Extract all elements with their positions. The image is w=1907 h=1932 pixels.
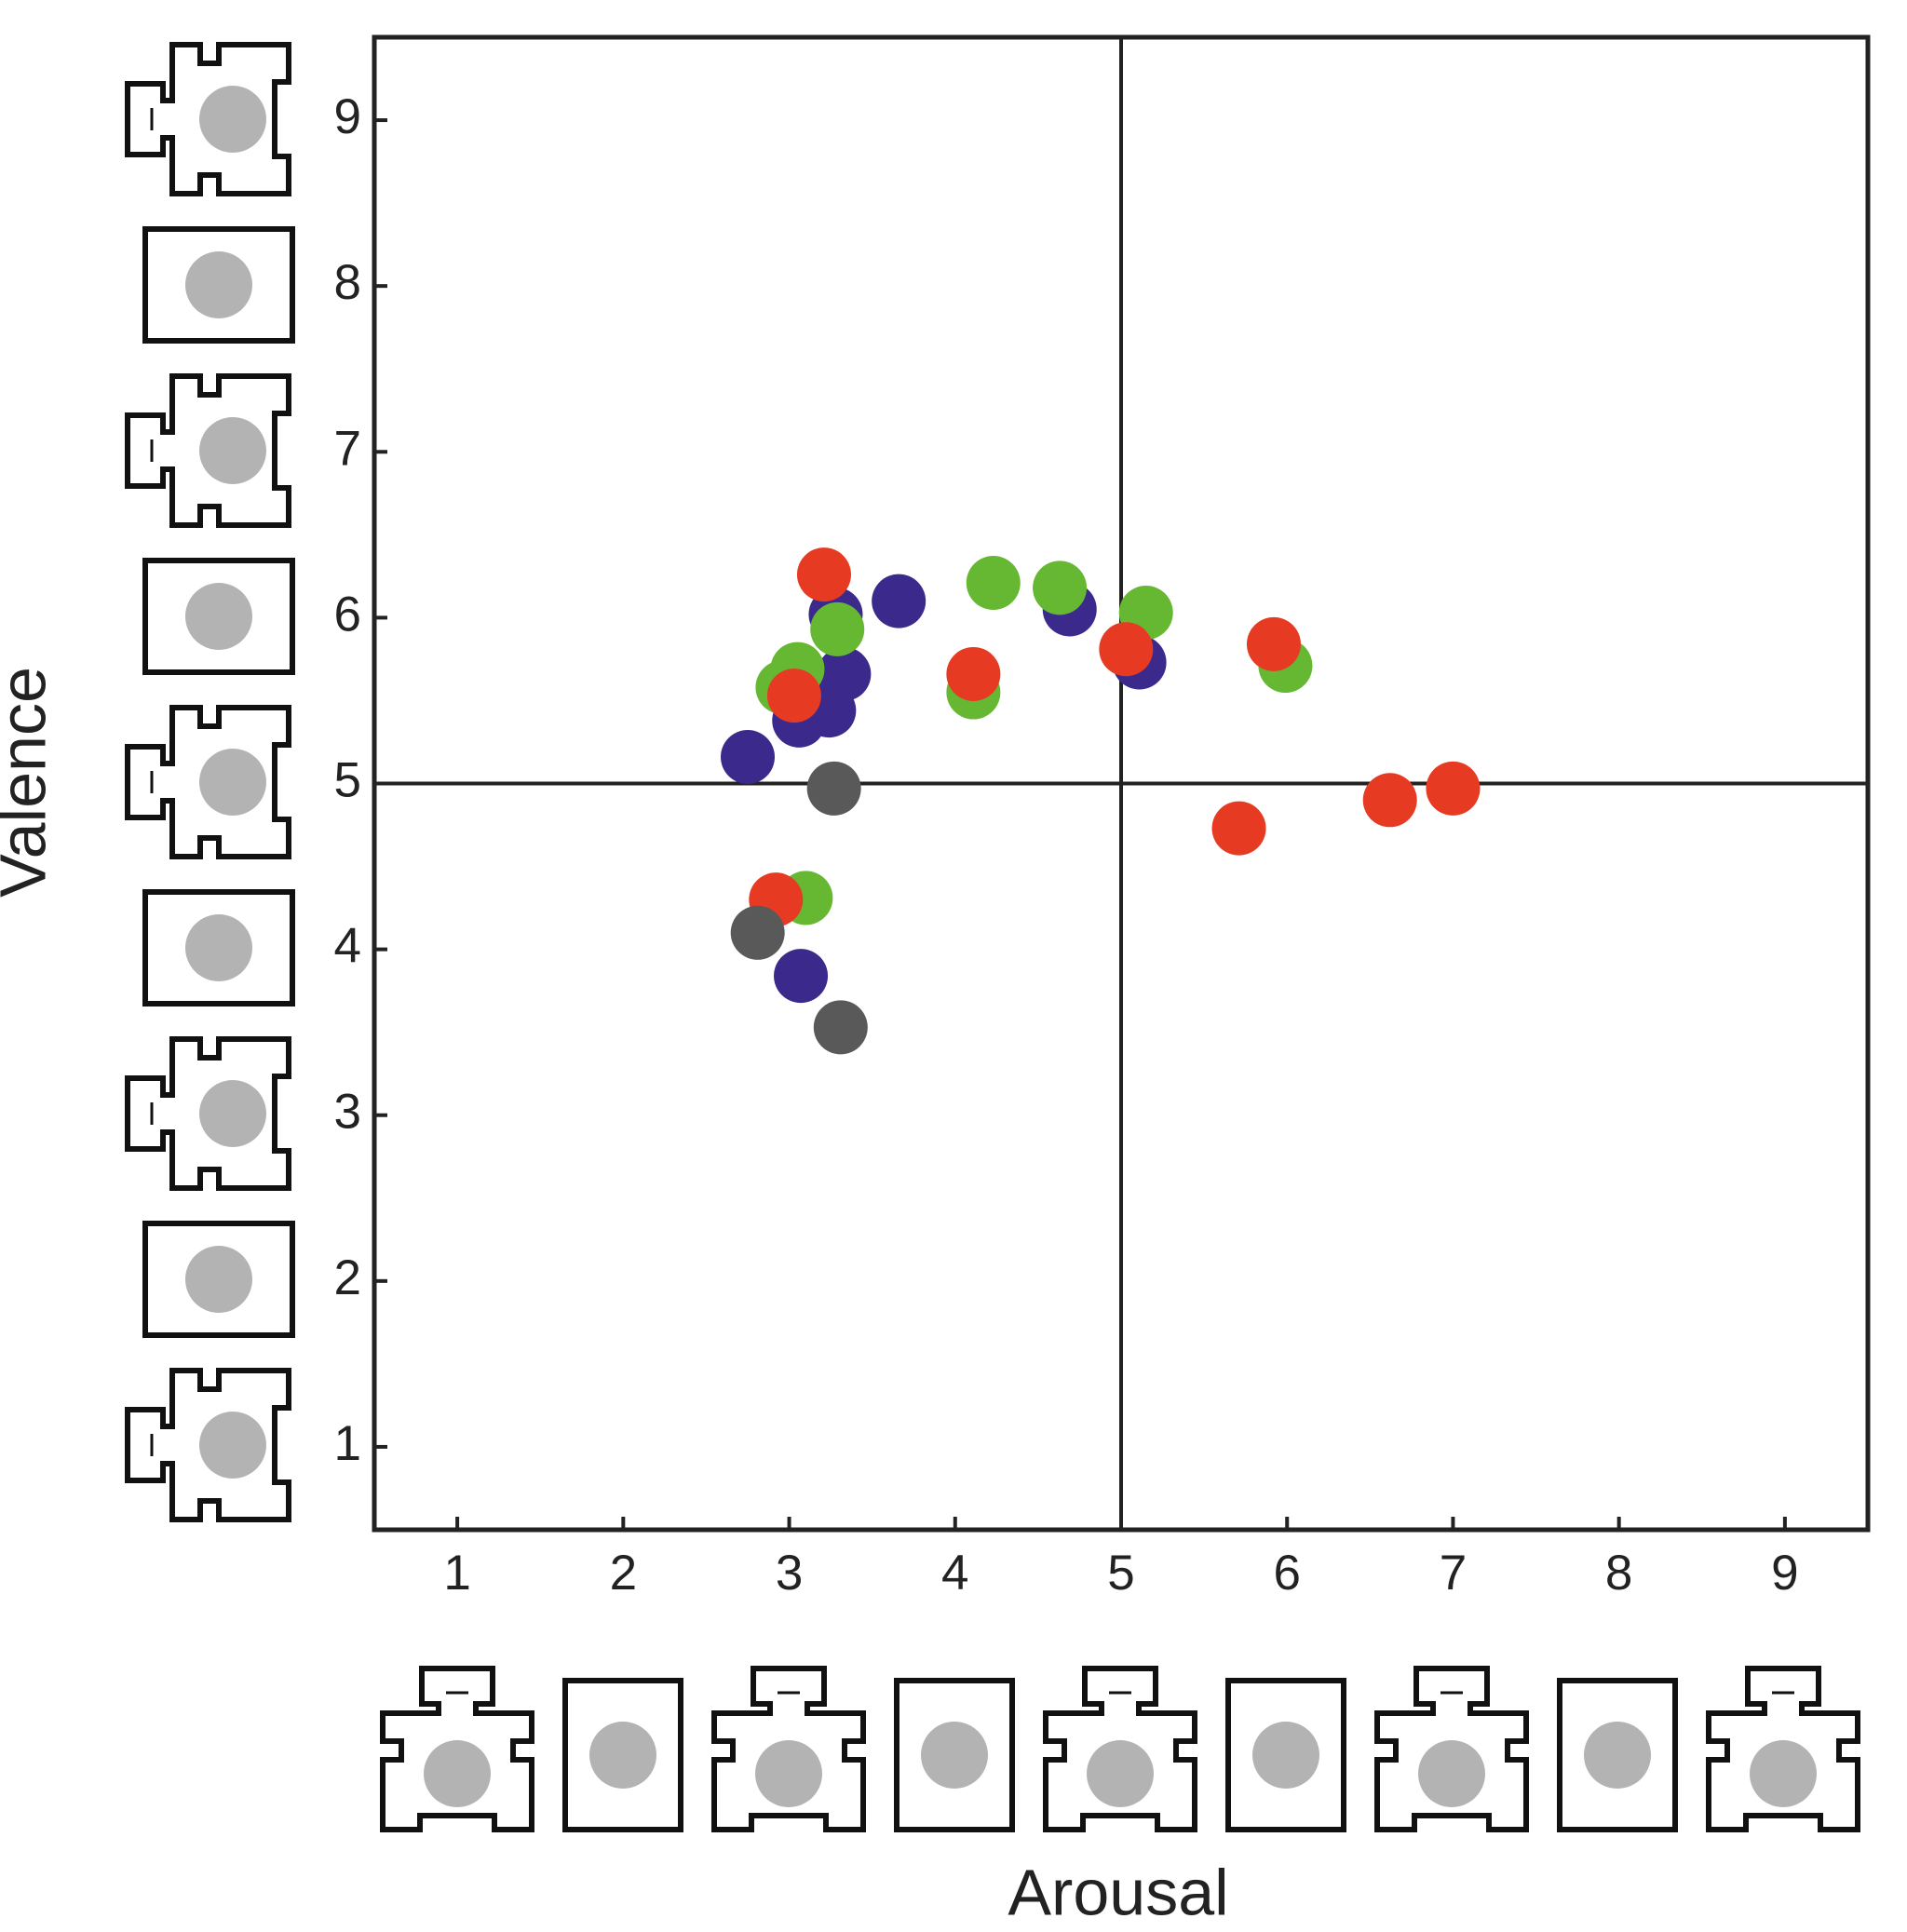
x-tick-label: 6 <box>1273 1546 1300 1601</box>
y-tick-label: 5 <box>334 753 361 808</box>
y-tick-label: 8 <box>334 255 361 310</box>
box-circle <box>921 1722 988 1789</box>
manikin-circle <box>755 1740 822 1807</box>
box-circle <box>589 1722 656 1789</box>
point <box>946 646 1001 701</box>
y-axis-title: Valence <box>0 667 59 898</box>
manikin <box>380 1666 534 1832</box>
manikin <box>1374 1666 1529 1832</box>
box <box>894 1678 1015 1832</box>
box-circle <box>1584 1722 1651 1789</box>
x-axis-title: Arousal <box>1008 1856 1228 1928</box>
x-tick-label: 7 <box>1440 1546 1467 1601</box>
manikin <box>1706 1666 1860 1832</box>
manikin-circle <box>199 1080 266 1147</box>
point <box>1426 761 1481 816</box>
manikin-circle <box>199 86 266 153</box>
point <box>774 949 829 1004</box>
x-tick-label: 1 <box>443 1546 470 1601</box>
point <box>1099 622 1154 677</box>
manikin <box>125 42 291 196</box>
point <box>872 574 926 628</box>
manikin-circle <box>1087 1740 1154 1807</box>
x-tick-label: 8 <box>1605 1546 1632 1601</box>
manikin <box>125 373 291 528</box>
x-tick-label: 3 <box>776 1546 803 1601</box>
point <box>796 547 851 602</box>
manikin <box>125 1368 291 1522</box>
box-circle <box>185 251 252 318</box>
pictograms <box>125 42 1860 1832</box>
y-tick-label: 7 <box>334 421 361 476</box>
point <box>806 761 861 816</box>
point <box>813 1000 868 1055</box>
manikin <box>711 1666 866 1832</box>
point <box>766 669 821 723</box>
manikin-circle <box>199 417 266 484</box>
box-circle <box>185 1246 252 1313</box>
manikin <box>125 1036 291 1191</box>
manikin-circle <box>1750 1740 1817 1807</box>
manikin <box>125 705 291 859</box>
manikin-circle <box>1418 1740 1485 1807</box>
y-tick-label: 2 <box>334 1250 361 1305</box>
box <box>142 889 295 1007</box>
x-tick-label: 9 <box>1771 1546 1798 1601</box>
y-tick-label: 6 <box>334 587 361 642</box>
box-circle <box>185 583 252 650</box>
point <box>1362 773 1417 828</box>
manikin-circle <box>199 1412 266 1479</box>
x-tick-label: 5 <box>1107 1546 1134 1601</box>
y-tick-label: 4 <box>334 919 361 974</box>
box-circle <box>185 914 252 981</box>
manikin-circle <box>424 1740 491 1807</box>
point <box>966 555 1021 610</box>
y-tick-label: 9 <box>334 89 361 144</box>
manikin <box>1043 1666 1197 1832</box>
y-tick-label: 1 <box>334 1416 361 1471</box>
point <box>810 601 865 656</box>
y-tick-label: 3 <box>334 1085 361 1140</box>
manikin-circle <box>199 749 266 816</box>
x-tick-label: 2 <box>610 1546 637 1601</box>
point <box>730 905 785 960</box>
x-tick-label: 4 <box>941 1546 968 1601</box>
point <box>1246 616 1301 671</box>
point <box>1211 801 1266 856</box>
box-circle <box>1252 1722 1319 1789</box>
point <box>721 730 775 785</box>
point <box>1033 561 1088 615</box>
